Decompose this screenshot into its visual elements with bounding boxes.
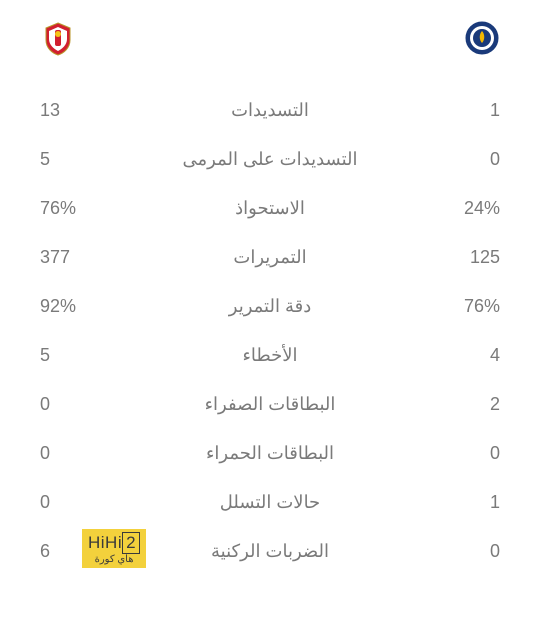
stats-container: 1التسديدات130التسديدات على المرمى524%الا… (0, 0, 540, 586)
stat-left-value: 0 (420, 443, 500, 464)
stats-list: 1التسديدات130التسديدات على المرمى524%الا… (40, 86, 500, 576)
stat-left-value: 1 (420, 492, 500, 513)
stat-label: التمريرات (120, 247, 420, 268)
stat-label: التسديدات على المرمى (120, 149, 420, 170)
watermark-subtitle: هاي كورة (88, 554, 140, 565)
stat-left-value: 0 (420, 541, 500, 562)
stats-row: 2البطاقات الصفراء0 (40, 380, 500, 429)
stat-left-value: 1 (420, 100, 500, 121)
stat-right-value: 0 (40, 394, 120, 415)
stat-label: التسديدات (120, 100, 420, 121)
stat-left-value: 4 (420, 345, 500, 366)
stat-label: الاستحواذ (120, 198, 420, 219)
stats-row: 76%دقة التمرير92% (40, 282, 500, 331)
teams-header (40, 20, 500, 56)
stat-right-value: 76% (40, 198, 120, 219)
stat-left-value: 0 (420, 149, 500, 170)
stat-label: البطاقات الحمراء (120, 443, 420, 464)
stats-row: 125التمريرات377 (40, 233, 500, 282)
watermark-boxed: 2 (122, 532, 140, 554)
stats-row: 24%الاستحواذ76% (40, 184, 500, 233)
watermark-brand: HiHi2 (88, 532, 140, 554)
watermark: HiHi2 هاي كورة (82, 529, 146, 568)
stat-right-value: 5 (40, 345, 120, 366)
stats-row: 1التسديدات13 (40, 86, 500, 135)
stats-row: 0التسديدات على المرمى5 (40, 135, 500, 184)
stat-label: البطاقات الصفراء (120, 394, 420, 415)
stat-right-value: 377 (40, 247, 120, 268)
stat-right-value: 0 (40, 492, 120, 513)
stat-right-value: 13 (40, 100, 120, 121)
stat-right-value: 92% (40, 296, 120, 317)
team-left-logo (464, 20, 500, 56)
watermark-prefix: HiHi (88, 533, 122, 552)
team-right-logo (40, 20, 76, 56)
stat-right-value: 0 (40, 443, 120, 464)
stat-left-value: 76% (420, 296, 500, 317)
stat-label: حالات التسلل (120, 492, 420, 513)
stats-row: 1حالات التسلل0 (40, 478, 500, 527)
stat-right-value: 5 (40, 149, 120, 170)
stat-left-value: 125 (420, 247, 500, 268)
stat-label: الضربات الركنية (120, 541, 420, 562)
stat-label: دقة التمرير (120, 296, 420, 317)
stats-row: 0البطاقات الحمراء0 (40, 429, 500, 478)
stat-left-value: 24% (420, 198, 500, 219)
stat-label: الأخطاء (120, 345, 420, 366)
stat-left-value: 2 (420, 394, 500, 415)
stats-row: 4الأخطاء5 (40, 331, 500, 380)
